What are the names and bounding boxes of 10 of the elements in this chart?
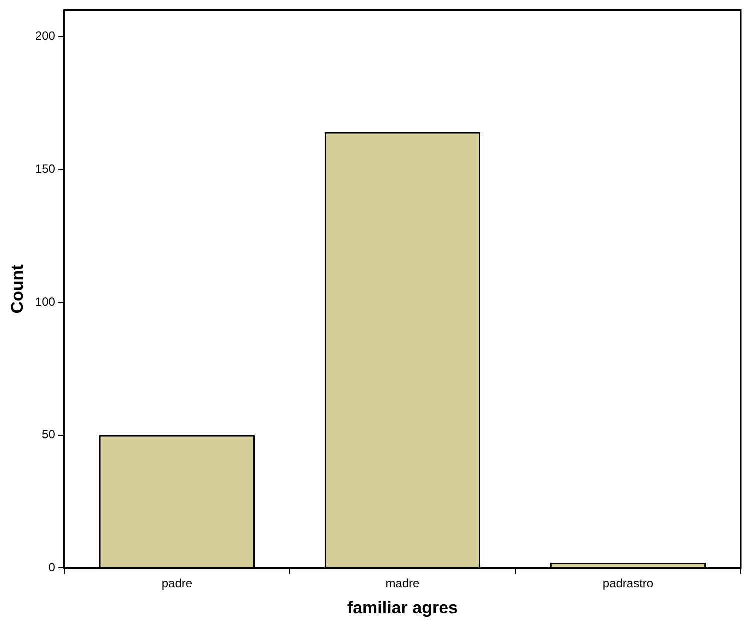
y-axis-title: Count (8, 264, 27, 314)
y-tick-label: 0 (48, 560, 56, 575)
x-tick-label: padrastro (602, 576, 654, 591)
x-tick-label: padre (162, 576, 193, 591)
x-tick-label: madre (386, 576, 420, 591)
y-tick-label: 100 (35, 294, 56, 309)
y-tick-label: 50 (42, 428, 56, 442)
y-tick-label: 200 (35, 29, 56, 44)
x-axis-title: familiar agres (347, 598, 458, 618)
y-tick-label: 150 (35, 162, 56, 176)
